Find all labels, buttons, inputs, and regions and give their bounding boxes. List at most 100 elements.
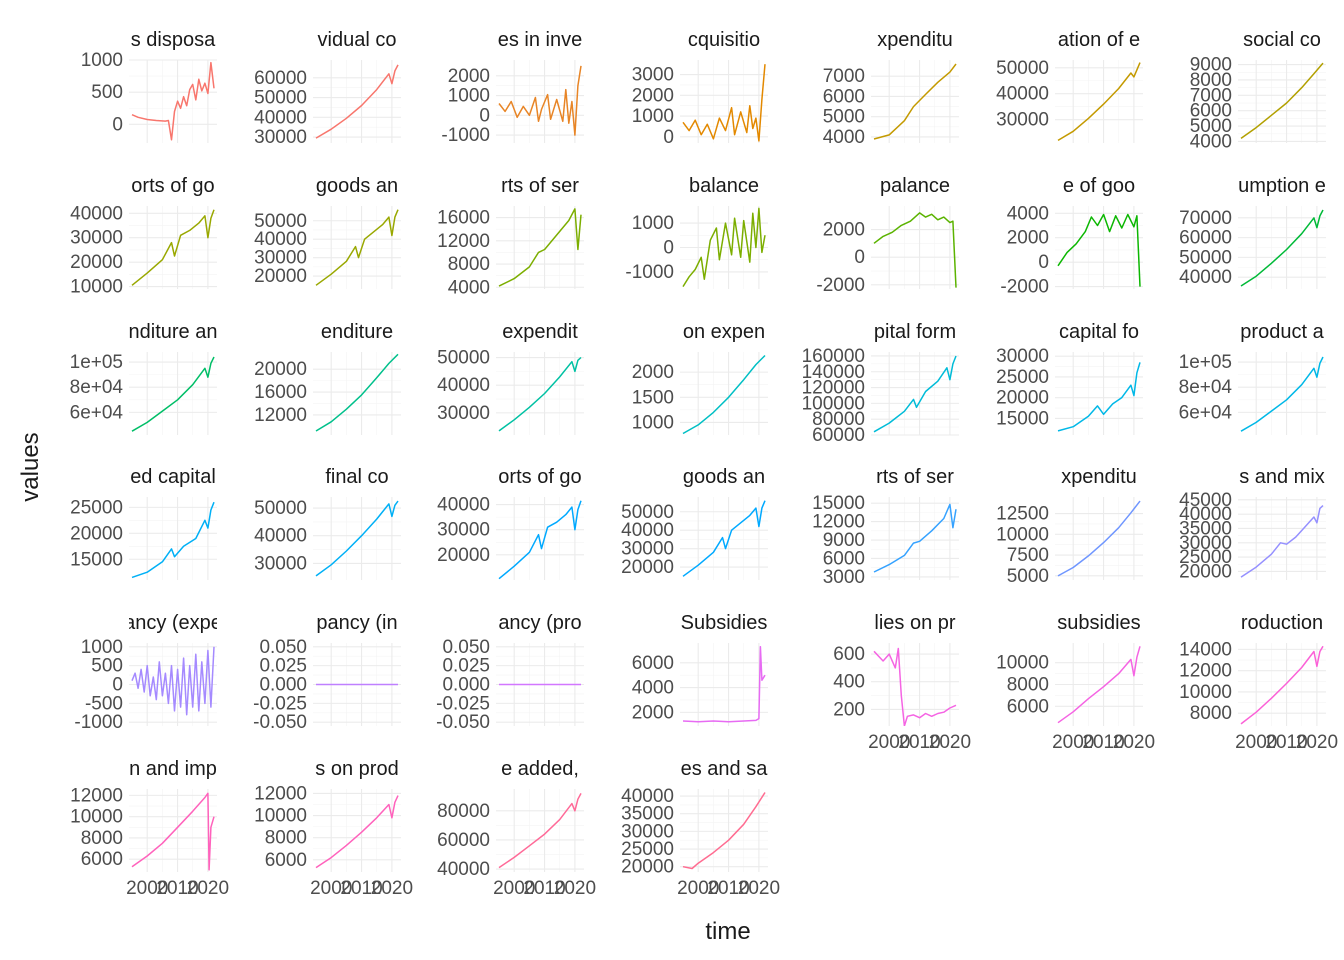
y-tick-label: 50000	[254, 498, 307, 519]
y-tick-label: 0.000	[259, 675, 307, 696]
y-tick-label: 60000	[437, 830, 490, 851]
y-tick-label: 15000	[996, 408, 1049, 429]
y-tick-label: 12000	[254, 405, 307, 426]
y-tick-label: 30000	[996, 110, 1049, 131]
y-tick-label: 0.025	[442, 656, 490, 677]
series-line	[498, 208, 582, 287]
y-tick-label: -1000	[441, 125, 490, 146]
facet-title: ancy (pro	[498, 612, 581, 634]
y-tick-label: 35000	[621, 804, 674, 825]
facet-panel: 2000 4000 6000 Subsidies	[632, 612, 768, 726]
y-axis-title: values	[17, 432, 44, 501]
y-tick-label: 0	[663, 127, 674, 148]
y-tick-label: 14000	[1179, 639, 1232, 660]
y-tick-label: 0.050	[442, 637, 490, 658]
y-tick-label: 40000	[437, 859, 490, 880]
facet-title: ed capital	[130, 466, 216, 488]
y-tick-label: 50000	[437, 348, 490, 369]
series-line	[498, 65, 582, 136]
y-tick-label: 2000	[448, 66, 490, 87]
facet-title: xpenditu	[877, 29, 953, 51]
facet-panel: 10000 20000 30000 40000 orts of go	[70, 175, 217, 298]
y-tick-label: 25000	[996, 367, 1049, 388]
y-tick-label: 6000	[1190, 101, 1232, 122]
series-line	[682, 64, 766, 142]
x-tick-label: 2010	[898, 732, 940, 753]
y-tick-label: 8000	[1190, 70, 1232, 91]
x-tick-label: 2000	[1052, 732, 1094, 753]
x-tick-label: 2010	[523, 878, 565, 899]
y-tick-label: 12000	[70, 785, 123, 806]
y-tick-label: 12000	[1179, 661, 1232, 682]
series-line	[682, 645, 766, 723]
y-tick-label: 4000	[1007, 203, 1049, 224]
facet-title: rts of ser	[876, 466, 954, 488]
facet-title: subsidies	[1057, 612, 1140, 634]
y-tick-label: 30000	[254, 248, 307, 269]
x-tick-label: 2000	[868, 732, 910, 753]
y-tick-label: -0.025	[436, 693, 490, 714]
y-tick-label: 15000	[812, 493, 865, 514]
y-tick-label: 25000	[621, 839, 674, 860]
y-tick-label: 5000	[1007, 566, 1049, 587]
series-line	[498, 500, 582, 580]
series-line	[131, 209, 215, 286]
y-tick-label: 8000	[265, 828, 307, 849]
x-axis-title: time	[705, 918, 750, 945]
y-tick-label: 8000	[448, 254, 490, 275]
y-tick-label: 100000	[802, 393, 865, 414]
y-tick-label: 25000	[70, 497, 123, 518]
y-tick-label: 8000	[1007, 675, 1049, 696]
y-tick-label: 2000	[1007, 228, 1049, 249]
facet-title: ancy (expe	[124, 612, 222, 634]
facet-title: lies on pr	[874, 612, 955, 634]
y-tick-label: 60000	[812, 425, 865, 446]
y-tick-label: 500	[91, 82, 123, 103]
y-tick-label: 3000	[632, 65, 674, 86]
x-tick-label: 2010	[340, 878, 382, 899]
y-tick-label: 30000	[70, 228, 123, 249]
x-tick-label: 2020	[554, 878, 596, 899]
facet-title: s and mix	[1239, 466, 1325, 488]
facet-title: es in inve	[498, 29, 583, 51]
y-tick-label: 1000	[632, 213, 674, 234]
series-line	[682, 792, 766, 870]
y-tick-label: 30000	[437, 403, 490, 424]
y-tick-label: 160000	[802, 346, 865, 367]
y-tick-label: 30000	[437, 520, 490, 541]
facet-panel: 6e+04 8e+04 1e+05 product a	[1179, 321, 1326, 435]
y-tick-label: 60000	[1179, 228, 1232, 249]
y-tick-label: -1000	[625, 262, 674, 283]
facet-panel: 0 500 1000 s disposa	[81, 29, 217, 143]
y-tick-label: 12500	[996, 504, 1049, 525]
y-tick-label: 400	[833, 672, 865, 693]
series-line	[1057, 500, 1141, 577]
y-tick-label: 6000	[823, 86, 865, 107]
facet-title: enditure	[321, 321, 393, 343]
series-line	[873, 355, 957, 433]
y-tick-label: 20000	[996, 388, 1049, 409]
facet-title: e added,	[501, 758, 579, 780]
y-tick-label: 40000	[254, 526, 307, 547]
y-tick-label: 50000	[254, 211, 307, 232]
x-tick-label: 2020	[1113, 732, 1155, 753]
y-tick-label: 500	[91, 656, 123, 677]
y-tick-label: 40000	[621, 520, 674, 541]
x-tick-label: 2010	[1265, 732, 1307, 753]
facet-title: cquisitio	[688, 29, 760, 51]
y-tick-label: 10000	[70, 277, 123, 298]
y-tick-label: 30000	[621, 539, 674, 560]
series-line	[131, 356, 215, 432]
facet-title: ation of e	[1058, 29, 1140, 51]
y-tick-label: -2000	[1000, 277, 1049, 298]
y-tick-label: 2000	[632, 702, 674, 723]
y-tick-label: 20000	[1179, 561, 1232, 582]
